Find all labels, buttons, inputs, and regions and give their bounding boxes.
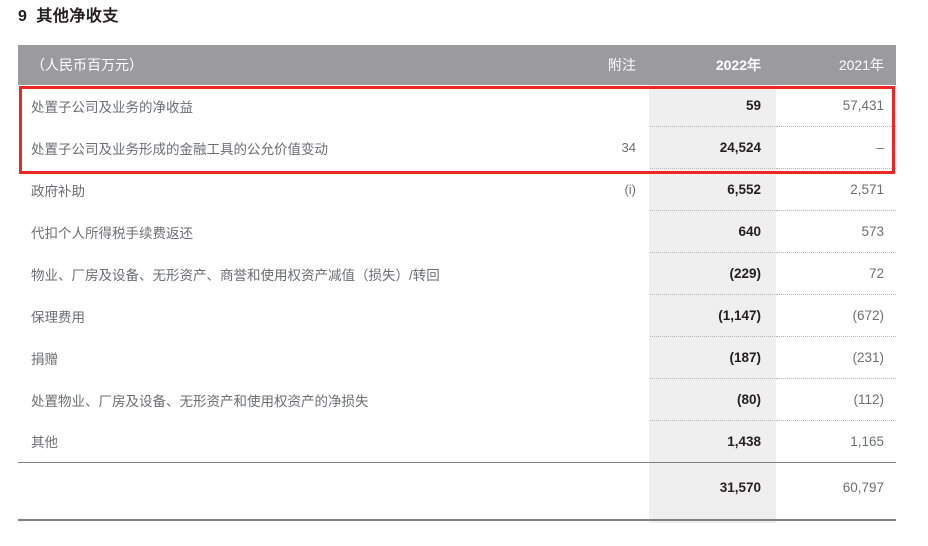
- row-label: 处置子公司及业务的净收益: [31, 99, 193, 115]
- total-label: [18, 462, 558, 511]
- row-label: 处置子公司及业务形成的金融工具的公允价值变动: [31, 141, 328, 157]
- table-row: 其他 1,438 1,165: [18, 421, 896, 463]
- row-value-2022: (187): [650, 336, 777, 379]
- row-note-ref: [558, 337, 650, 379]
- other-net-income-table: （人民币百万元） 附注 2022年 2021年 处置子公司及业务的净收益 59 …: [18, 45, 896, 511]
- row-value-2021: 573: [777, 210, 896, 253]
- row-label: 保理费用: [31, 309, 85, 325]
- total-value-2022: 31,570: [650, 462, 777, 511]
- row-note-ref: 34: [621, 140, 636, 155]
- table-total-row: 31,570 60,797: [18, 462, 896, 511]
- row-value-2022: 24,524: [650, 126, 777, 169]
- row-note-ref: [558, 253, 650, 295]
- row-label: 其他: [31, 435, 58, 451]
- table-header-row: （人民币百万元） 附注 2022年 2021年: [18, 45, 896, 85]
- table-row: 处置子公司及业务形成的金融工具的公允价值变动 34 24,524 –: [18, 126, 896, 169]
- row-value-2021: (231): [777, 336, 896, 379]
- row-value-2022: (80): [650, 378, 777, 421]
- row-note-ref: [558, 421, 650, 463]
- table-row: 保理费用 (1,147) (672): [18, 294, 896, 337]
- row-label: 代扣个人所得税手续费返还: [31, 225, 193, 241]
- row-note-ref: [558, 295, 650, 337]
- column-header-year-2022: 2022年: [650, 45, 777, 85]
- row-value-2021: 72: [777, 252, 896, 295]
- table-row: 处置物业、厂房及设备、无形资产和使用权资产的净损失 (80) (112): [18, 378, 896, 421]
- row-note-ref: [558, 85, 650, 127]
- row-value-2021: (112): [777, 378, 896, 421]
- row-label: 处置物业、厂房及设备、无形资产和使用权资产的净损失: [31, 393, 369, 409]
- row-note-ref: [558, 379, 650, 421]
- total-note-ref: [558, 462, 650, 511]
- column-header-note: 附注: [558, 45, 650, 85]
- row-value-2022: 6,552: [650, 168, 777, 211]
- table-bottom-rule: [18, 519, 896, 521]
- row-note-ref: (i): [624, 182, 636, 197]
- table-row: 代扣个人所得税手续费返还 640 573: [18, 210, 896, 253]
- row-value-2022: 1,438: [727, 434, 761, 449]
- table-row: 物业、厂房及设备、无形资产、商誉和使用权资产减值（损失）/转回 (229) 72: [18, 252, 896, 295]
- row-label: 捐赠: [31, 351, 58, 367]
- row-note-ref: [558, 211, 650, 253]
- table-body: 处置子公司及业务的净收益 59 57,431 处置子公司及业务形成的金融工具的公…: [18, 85, 896, 511]
- row-label: 物业、厂房及设备、无形资产、商誉和使用权资产减值（损失）/转回: [31, 267, 440, 283]
- table-row: 政府补助 (i) 6,552 2,571: [18, 168, 896, 211]
- table-header: （人民币百万元） 附注 2022年 2021年: [18, 45, 896, 85]
- row-value-2021: 1,165: [850, 434, 884, 449]
- section-number: 9: [18, 8, 28, 25]
- page-title: 9 其他净收支: [18, 2, 119, 26]
- other-net-income-table-container: （人民币百万元） 附注 2022年 2021年 处置子公司及业务的净收益 59 …: [18, 45, 896, 523]
- row-value-2022: 59: [650, 85, 777, 127]
- column-header-unit: （人民币百万元）: [18, 45, 558, 85]
- row-value-2021: (672): [777, 294, 896, 337]
- row-label: 政府补助: [31, 183, 85, 199]
- row-value-2021: 57,431: [777, 85, 896, 127]
- row-value-2022: (229): [650, 252, 777, 295]
- row-value-2021: 2,571: [777, 168, 896, 211]
- table-row: 捐赠 (187) (231): [18, 336, 896, 379]
- row-value-2021: –: [777, 126, 896, 169]
- total-value-2021: 60,797: [777, 462, 896, 511]
- table-row: 处置子公司及业务的净收益 59 57,431: [18, 85, 896, 127]
- column-header-year-2021: 2021年: [777, 45, 896, 85]
- row-value-2022: 640: [650, 210, 777, 253]
- row-value-2022: (1,147): [650, 294, 777, 337]
- section-title-text: 其他净收支: [36, 8, 119, 25]
